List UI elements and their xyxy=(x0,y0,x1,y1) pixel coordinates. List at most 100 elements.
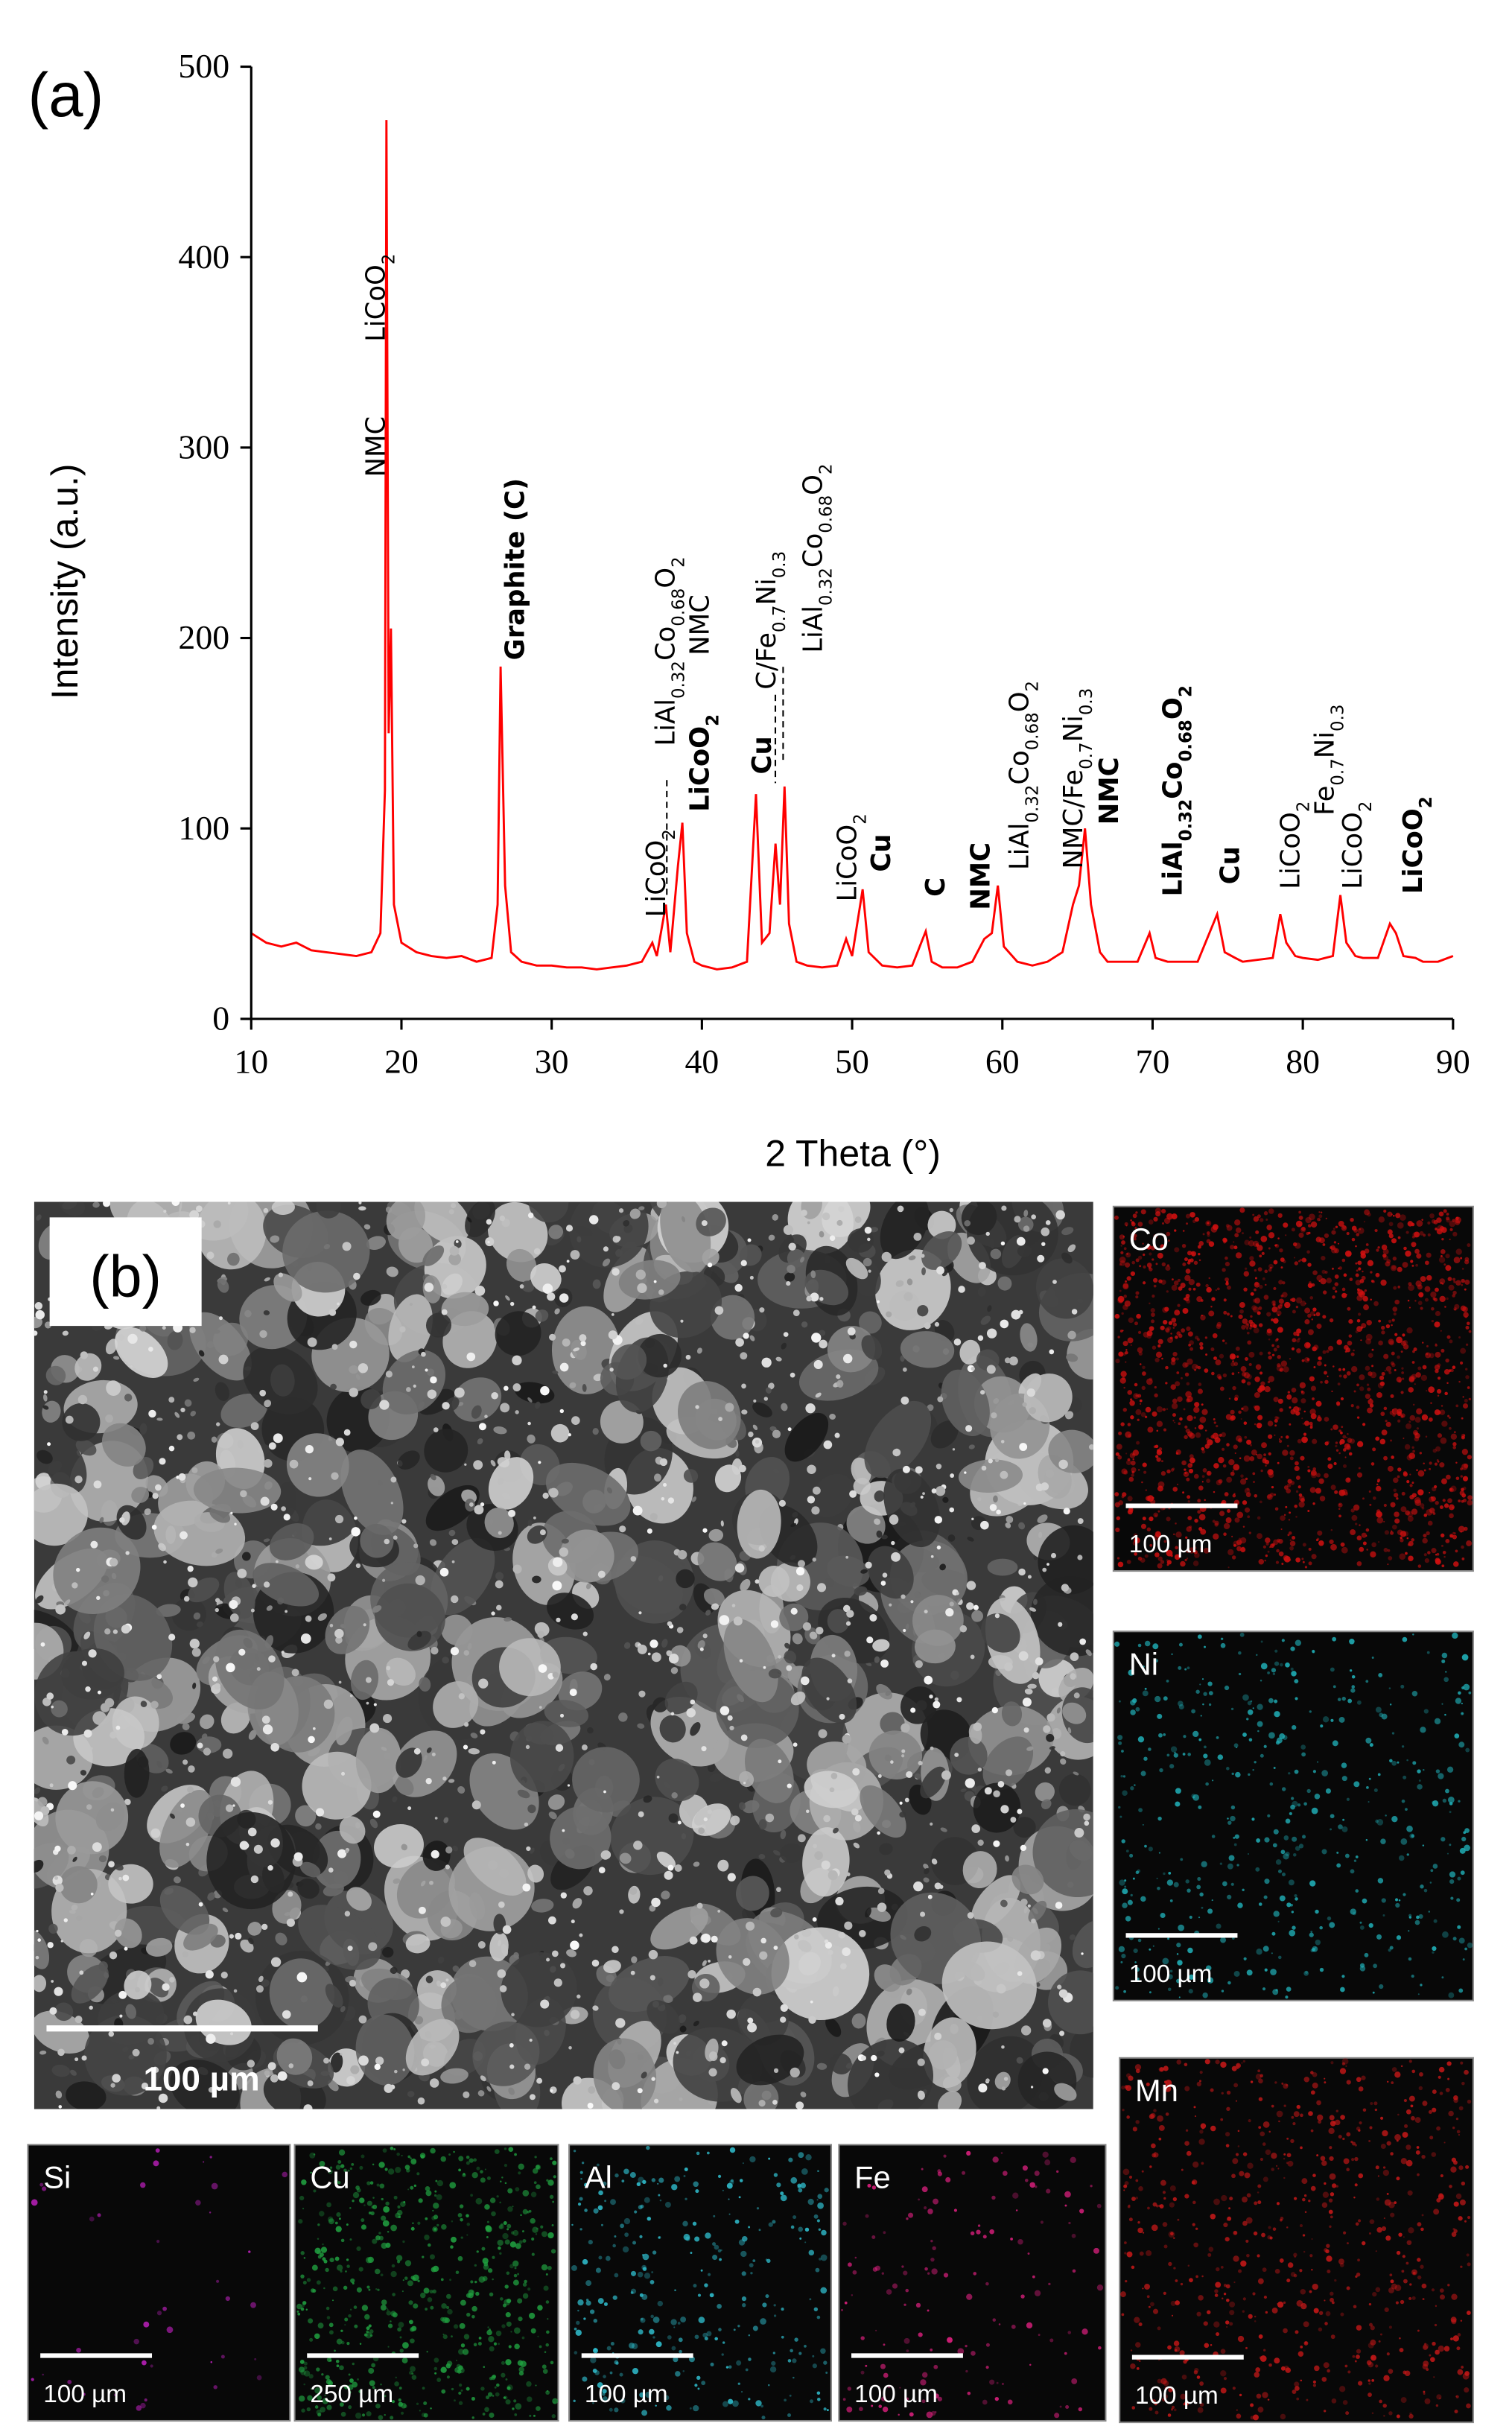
signal-dot xyxy=(1257,1214,1261,1219)
particle xyxy=(217,1278,229,1293)
signal-dot xyxy=(1369,2126,1373,2130)
signal-dot xyxy=(1423,1233,1426,1237)
signal-dot xyxy=(1392,1306,1398,1312)
bright-grain xyxy=(93,1480,102,1489)
signal-dot xyxy=(1243,1421,1248,1425)
particle xyxy=(443,1817,449,1823)
signal-dot xyxy=(1180,1858,1184,1861)
particle xyxy=(895,1280,904,1287)
signal-dot xyxy=(1233,1444,1238,1449)
signal-dot xyxy=(1367,1260,1374,1266)
signal-dot xyxy=(1257,2407,1264,2413)
map-background xyxy=(1112,1630,1474,2001)
bright-grain xyxy=(263,1458,273,1468)
signal-dot xyxy=(1295,1490,1299,1493)
signal-dot xyxy=(1455,1476,1460,1481)
signal-dot xyxy=(1135,1295,1139,1299)
bright-grain xyxy=(522,1883,531,1892)
signal-dot xyxy=(1135,2120,1140,2124)
bright-grain xyxy=(233,1989,238,1993)
bright-grain xyxy=(836,1219,843,1226)
signal-dot xyxy=(1184,1472,1187,1474)
bright-grain xyxy=(282,2010,291,2019)
bright-grain xyxy=(667,1621,673,1627)
bright-grain xyxy=(215,1598,220,1603)
bright-grain xyxy=(980,1390,985,1395)
particle xyxy=(424,1429,468,1473)
signal-dot xyxy=(1311,2238,1313,2241)
signal-dot xyxy=(1356,1295,1363,1301)
bright-grain xyxy=(913,1232,922,1241)
particle xyxy=(573,1347,580,1352)
signal-dot xyxy=(1119,1257,1126,1263)
bright-grain xyxy=(547,1292,556,1301)
particle xyxy=(176,1712,195,1724)
signal-dot xyxy=(1396,1935,1402,1940)
particle xyxy=(530,1847,535,1854)
signal-dot xyxy=(1391,1324,1393,1327)
y-tick-label: 300 xyxy=(178,428,229,466)
particle xyxy=(55,1781,129,1855)
signal-dot xyxy=(1406,1480,1410,1484)
bright-grain xyxy=(225,1804,234,1812)
particle xyxy=(109,1951,118,1960)
signal-dot xyxy=(1292,1338,1297,1343)
bright-grain xyxy=(334,1628,344,1639)
bright-grain xyxy=(686,1708,696,1718)
signal-dot xyxy=(1462,1476,1469,1482)
signal-dot xyxy=(1300,2346,1303,2349)
bright-grain xyxy=(792,1742,798,1747)
particle xyxy=(471,1405,482,1419)
bright-grain xyxy=(743,1957,751,1966)
signal-dot xyxy=(1130,1786,1134,1791)
signal-dot xyxy=(1419,1452,1422,1455)
signal-dot xyxy=(1408,1306,1411,1309)
particle xyxy=(779,1603,809,1631)
bright-grain xyxy=(846,1610,854,1618)
particle xyxy=(405,1934,431,1954)
signal-dot xyxy=(1465,1747,1470,1753)
bright-grain xyxy=(806,1809,810,1814)
signal-dot xyxy=(1254,2372,1260,2378)
signal-dot xyxy=(1166,1290,1169,1293)
signal-dot xyxy=(1292,1852,1297,1857)
signal-dot xyxy=(1340,1431,1343,1435)
signal-dot xyxy=(1204,1759,1211,1766)
signal-dot xyxy=(1289,1539,1292,1542)
signal-dot xyxy=(1155,1211,1161,1217)
bright-grain xyxy=(183,2015,193,2025)
signal-dot xyxy=(1143,1331,1149,1338)
signal-dot xyxy=(1296,2104,1300,2109)
bright-grain xyxy=(693,1992,702,2002)
signal-dot xyxy=(1184,2194,1189,2199)
signal-dot xyxy=(1346,1371,1351,1376)
signal-dot xyxy=(1165,1265,1171,1271)
particle xyxy=(550,1806,612,1870)
signal-dot xyxy=(1247,1852,1250,1855)
bright-grain xyxy=(226,1663,235,1673)
signal-dot xyxy=(1251,1305,1257,1311)
signal-dot xyxy=(1187,1500,1190,1503)
signal-dot xyxy=(1328,2127,1335,2135)
signal-dot xyxy=(1296,1328,1302,1334)
signal-dot xyxy=(1350,1352,1355,1356)
signal-dot xyxy=(1117,1336,1120,1339)
bright-grain xyxy=(795,2101,804,2109)
bright-grain xyxy=(261,1715,270,1724)
particle xyxy=(369,1818,378,1829)
bright-grain xyxy=(792,1309,800,1316)
bright-grain xyxy=(788,1242,796,1251)
signal-dot xyxy=(1171,1278,1174,1281)
signal-dot xyxy=(1211,1297,1216,1301)
signal-dot xyxy=(1330,1543,1337,1551)
signal-dot xyxy=(1437,1460,1440,1463)
signal-dot xyxy=(1443,1263,1446,1266)
signal-dot xyxy=(1237,2130,1240,2133)
bright-grain xyxy=(413,1747,421,1755)
bright-grain xyxy=(1046,1713,1055,1722)
signal-dot xyxy=(1191,2180,1195,2185)
signal-dot xyxy=(1174,1554,1181,1560)
signal-dot xyxy=(1213,1463,1219,1469)
bright-grain xyxy=(920,1911,926,1917)
bright-grain xyxy=(956,1591,959,1595)
